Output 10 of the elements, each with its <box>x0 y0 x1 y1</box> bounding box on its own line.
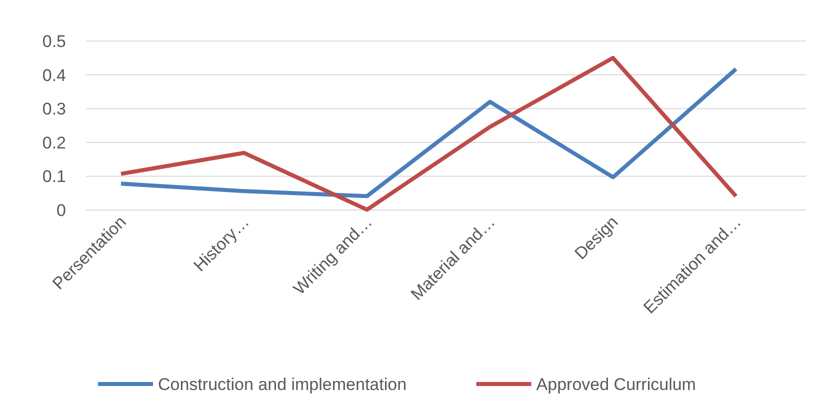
legend-label: Approved Curriculum <box>536 374 696 394</box>
line-series <box>119 56 738 212</box>
y-tick-label: 0.2 <box>42 133 66 152</box>
y-tick-label: 0.3 <box>42 100 66 119</box>
y-tick-label: 0.5 <box>42 32 66 51</box>
y-tick-label: 0.4 <box>42 66 66 85</box>
y-tick-label: 0 <box>56 200 66 220</box>
legend-label: Construction and implementation <box>158 374 407 394</box>
line-series <box>119 67 738 198</box>
y-tick-label: 0.1 <box>42 167 66 186</box>
